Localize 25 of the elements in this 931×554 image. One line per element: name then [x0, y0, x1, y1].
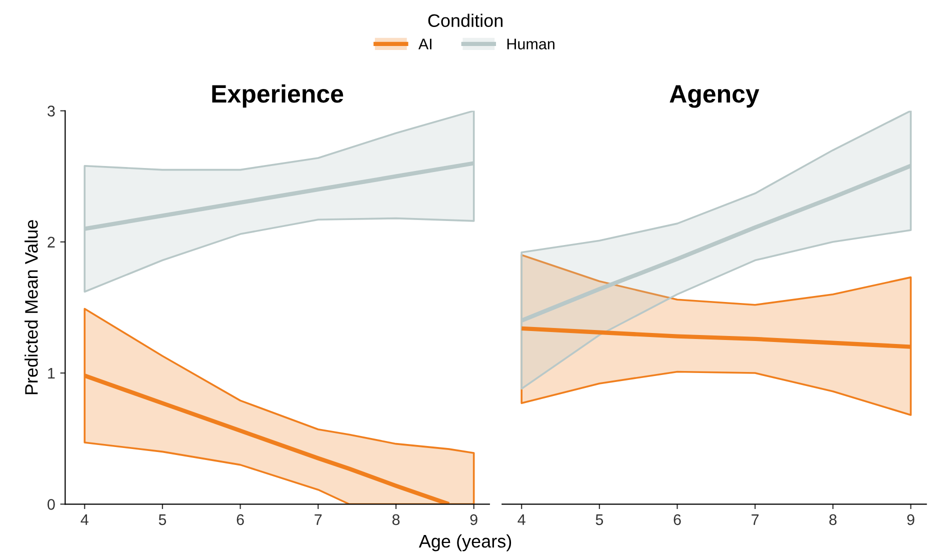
- chart-title: Agency: [670, 85, 760, 108]
- y-tick-label: 2: [48, 236, 55, 248]
- legend-title: Condition: [428, 14, 502, 28]
- line-series: [82, 374, 452, 504]
- chart-title: Experience: [212, 84, 344, 108]
- y-tick-label: 3: [48, 106, 55, 116]
- x-tick-label: 5: [158, 514, 166, 526]
- x-tick-label: 4: [518, 514, 526, 525]
- y-tick-label: 0: [48, 499, 55, 510]
- x-axis-title: Age (years): [418, 534, 512, 552]
- x-tick-label: 5: [596, 514, 604, 526]
- x-tick-label: 4: [80, 514, 88, 525]
- legend-label: AI: [418, 38, 432, 50]
- legend-label: Human: [507, 38, 554, 50]
- y-axis-title: Predicted Mean Value: [24, 220, 38, 394]
- x-tick-label: 6: [674, 514, 681, 526]
- line-series: [82, 161, 476, 231]
- x-tick-label: 9: [470, 514, 478, 526]
- x-tick-label: 8: [829, 514, 837, 526]
- x-tick-label: 8: [392, 514, 400, 526]
- x-tick-label: 7: [752, 514, 759, 525]
- x-tick-label: 9: [907, 514, 914, 526]
- x-tick-label: 6: [236, 514, 244, 526]
- y-tick-label: 1: [48, 368, 55, 379]
- x-tick-label: 7: [314, 514, 322, 525]
